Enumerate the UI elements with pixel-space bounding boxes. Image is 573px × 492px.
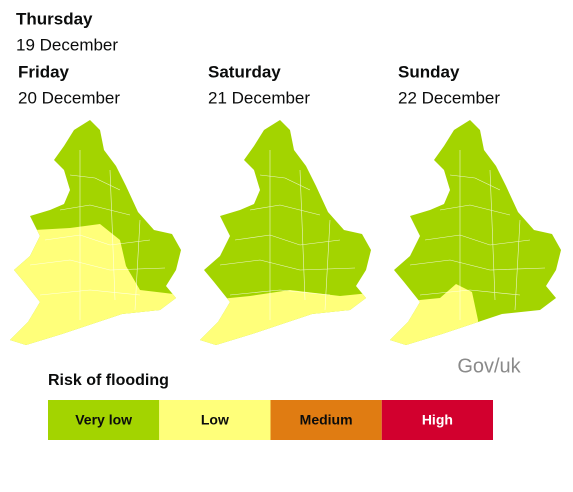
source: Gov/uk: [457, 355, 521, 377]
legend-swatch: [159, 400, 271, 440]
legend-swatch: [48, 400, 160, 440]
map-saturday: [200, 120, 371, 345]
map-friday: [10, 120, 181, 345]
legend-label: Low: [201, 412, 229, 428]
legend-label: High: [422, 412, 453, 428]
day-title: Friday: [18, 62, 70, 81]
legend-swatch: [270, 400, 382, 440]
legend: Very low Low Medium High: [48, 400, 493, 440]
day-date: 19 December: [16, 35, 118, 54]
day-title: Thursday: [16, 9, 93, 28]
legend-label: Medium: [300, 412, 353, 428]
day-date: 20 December: [18, 88, 120, 107]
legend-label: Very low: [75, 412, 132, 428]
day-date: 21 December: [208, 88, 310, 107]
day-date: 22 December: [398, 88, 500, 107]
day-title: Sunday: [398, 62, 460, 81]
map-sunday: [390, 120, 561, 345]
day-title: Saturday: [208, 62, 281, 81]
legend-title: Risk of flooding: [48, 372, 169, 389]
legend-swatch: [381, 400, 493, 440]
